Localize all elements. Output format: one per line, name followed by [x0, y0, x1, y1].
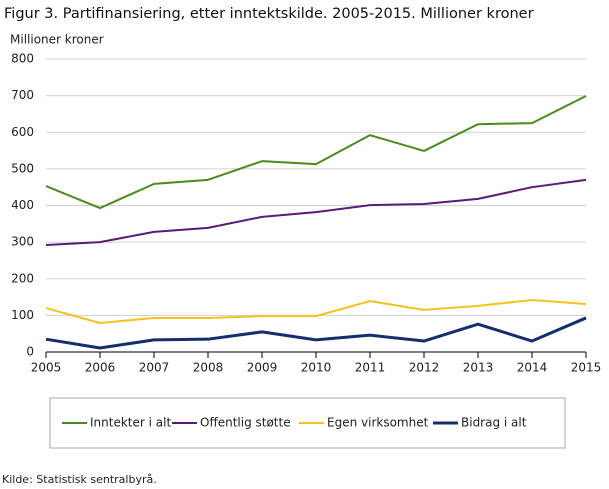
series-line — [45, 95, 587, 210]
series-line — [45, 298, 587, 325]
y-tick-label: 0 — [26, 345, 34, 359]
x-tick-label: 2013 — [463, 361, 494, 375]
y-tick-label: 600 — [11, 125, 34, 139]
legend-label: Egen virksomhet — [327, 416, 429, 430]
x-tick-label: 2006 — [85, 361, 116, 375]
x-tick-label: 2008 — [193, 361, 224, 375]
y-tick-label: 300 — [11, 235, 34, 249]
source: Kilde: Statistisk sentralbyrå. — [2, 473, 157, 486]
x-tick-label: 2005 — [31, 361, 62, 375]
y-tick-label: 800 — [11, 52, 34, 66]
x-tick-label: 2015 — [571, 361, 602, 375]
x-tick-label: 2014 — [517, 361, 548, 375]
y-tick-label: 100 — [11, 308, 34, 322]
y-tick-label: 500 — [11, 161, 34, 175]
x-tick-label: 2011 — [355, 361, 386, 375]
x-tick-label: 2009 — [247, 361, 278, 375]
y-axis-label: Millioner kroner — [10, 33, 104, 47]
legend-label: Bidrag i alt — [461, 416, 527, 430]
x-tick-label: 2010 — [301, 361, 332, 375]
x-tick-label: 2007 — [139, 361, 170, 375]
legend-box — [49, 397, 566, 449]
series-line — [45, 178, 587, 247]
y-tick-label: 400 — [11, 198, 34, 212]
legend-label: Inntekter i alt — [90, 416, 171, 430]
legend-label: Offentlig støtte — [200, 416, 291, 430]
chart-title: Figur 3. Partifinansiering, etter inntek… — [4, 6, 534, 22]
series-line — [45, 316, 587, 350]
y-tick-label: 200 — [11, 271, 34, 285]
x-tick-label: 2012 — [409, 361, 440, 375]
y-tick-label: 700 — [11, 88, 34, 102]
